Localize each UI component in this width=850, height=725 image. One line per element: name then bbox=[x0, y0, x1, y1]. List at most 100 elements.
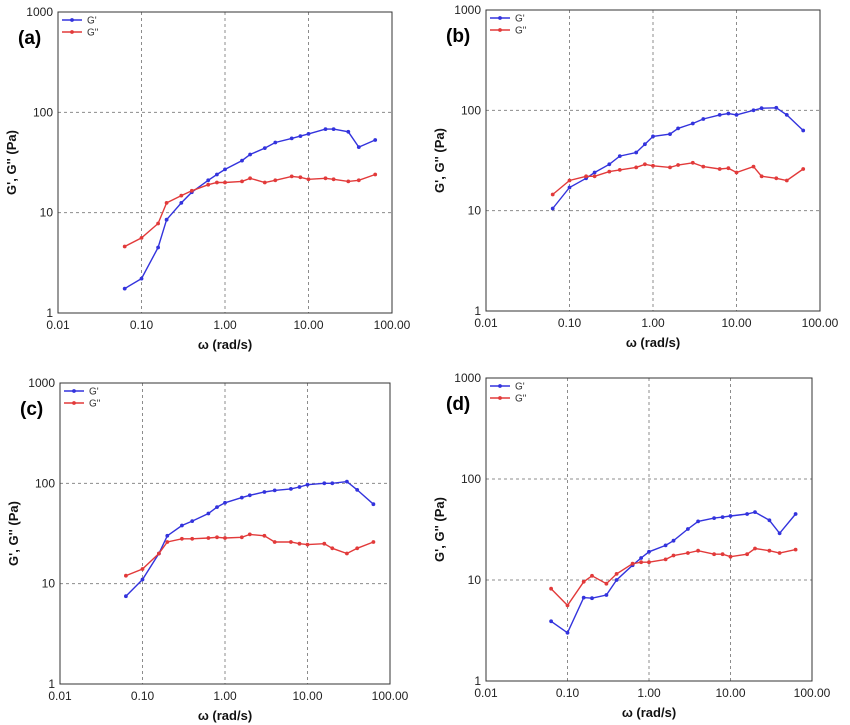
data-point bbox=[767, 518, 772, 523]
data-point bbox=[248, 152, 253, 157]
data-point bbox=[262, 146, 267, 151]
x-tick-label: 0.01 bbox=[46, 318, 70, 332]
series-g-prime bbox=[550, 105, 806, 211]
data-point bbox=[550, 192, 555, 197]
plot-frame bbox=[485, 9, 821, 312]
data-point bbox=[124, 594, 128, 599]
x-tick-label: 0.10 bbox=[556, 686, 580, 700]
x-tick-label: 100.00 bbox=[372, 689, 409, 703]
data-point bbox=[330, 546, 335, 551]
legend-label: G' bbox=[89, 387, 99, 398]
data-point bbox=[239, 535, 244, 540]
data-point bbox=[801, 167, 806, 171]
x-tick-label: 10.00 bbox=[293, 318, 323, 332]
data-point bbox=[122, 286, 127, 291]
data-point bbox=[717, 113, 722, 117]
data-point bbox=[322, 481, 327, 486]
legend-label: G' bbox=[515, 14, 525, 25]
x-tick-label: 0.01 bbox=[48, 689, 72, 703]
data-point bbox=[345, 551, 349, 556]
legend-label: G" bbox=[87, 28, 99, 39]
data-point bbox=[289, 487, 293, 491]
data-point bbox=[371, 540, 376, 544]
data-point bbox=[180, 523, 184, 528]
legend-swatch-marker bbox=[72, 389, 76, 393]
series-line bbox=[552, 162, 804, 196]
y-tick-label: 100 bbox=[33, 105, 53, 119]
x-tick-label: 100.00 bbox=[794, 686, 831, 700]
data-point bbox=[164, 201, 169, 205]
data-point bbox=[590, 596, 594, 601]
x-tick-label: 10.00 bbox=[721, 316, 751, 330]
data-point bbox=[639, 556, 643, 560]
data-point bbox=[272, 488, 277, 493]
legend: G'G" bbox=[62, 16, 99, 39]
data-point bbox=[139, 236, 144, 240]
data-point bbox=[190, 519, 195, 523]
y-tick-label: 1 bbox=[48, 677, 55, 691]
data-point bbox=[701, 117, 706, 121]
plot-frame bbox=[59, 382, 391, 685]
data-point bbox=[671, 553, 676, 558]
data-point bbox=[165, 533, 170, 538]
series-g-prime bbox=[122, 127, 378, 291]
chart-panel-c: 0.01 0.10 1.00 10.00 100.00 1 10 100 1000 ω (rad/… bbox=[6, 376, 409, 723]
data-point bbox=[223, 536, 227, 540]
data-point bbox=[215, 172, 219, 177]
data-point bbox=[289, 174, 294, 179]
data-point bbox=[305, 482, 310, 487]
data-point bbox=[565, 630, 570, 635]
data-point bbox=[759, 174, 764, 179]
data-point bbox=[273, 140, 278, 145]
data-point bbox=[373, 172, 378, 177]
data-point bbox=[592, 174, 597, 179]
data-point bbox=[676, 163, 680, 167]
data-point bbox=[745, 552, 749, 557]
data-point bbox=[223, 180, 227, 185]
legend: G'G" bbox=[490, 382, 527, 405]
data-point bbox=[696, 519, 700, 524]
y-axis-title: G', G'' (Pa) bbox=[432, 128, 447, 193]
data-point bbox=[712, 516, 716, 520]
y-tick-label: 10 bbox=[468, 204, 482, 218]
y-tick-label: 1000 bbox=[26, 5, 53, 19]
legend-swatch-marker bbox=[498, 28, 502, 32]
data-point bbox=[774, 105, 779, 110]
data-point bbox=[346, 129, 351, 134]
data-point bbox=[550, 206, 555, 211]
data-point bbox=[604, 581, 609, 586]
data-point bbox=[686, 551, 690, 555]
data-point bbox=[373, 138, 378, 142]
data-point bbox=[262, 180, 267, 185]
series-line bbox=[125, 480, 374, 597]
data-point bbox=[223, 167, 227, 172]
y-tick-label: 100 bbox=[461, 472, 481, 486]
data-point bbox=[240, 179, 244, 184]
legend: G'G" bbox=[490, 14, 527, 37]
data-point bbox=[712, 552, 716, 557]
data-point bbox=[584, 174, 588, 179]
data-point bbox=[686, 527, 690, 531]
series-g-prime bbox=[124, 479, 376, 599]
data-point bbox=[734, 113, 739, 117]
data-point bbox=[728, 554, 733, 559]
data-point bbox=[215, 180, 219, 185]
data-point bbox=[189, 188, 194, 193]
data-point bbox=[617, 168, 622, 172]
data-point bbox=[190, 536, 195, 541]
data-point bbox=[751, 108, 756, 113]
data-point bbox=[720, 552, 725, 557]
data-point bbox=[345, 479, 349, 484]
x-tick-label: 0.01 bbox=[474, 686, 498, 700]
data-point bbox=[734, 170, 739, 175]
series-line bbox=[552, 107, 804, 209]
legend-swatch-marker bbox=[70, 18, 74, 22]
data-point bbox=[607, 162, 612, 167]
data-point bbox=[774, 176, 779, 181]
y-tick-label: 100 bbox=[461, 103, 481, 117]
data-point bbox=[634, 150, 639, 155]
panel-label: (b) bbox=[446, 26, 470, 47]
plot-frame bbox=[485, 377, 813, 682]
data-point bbox=[690, 121, 695, 126]
y-tick-label: 100 bbox=[35, 476, 55, 490]
